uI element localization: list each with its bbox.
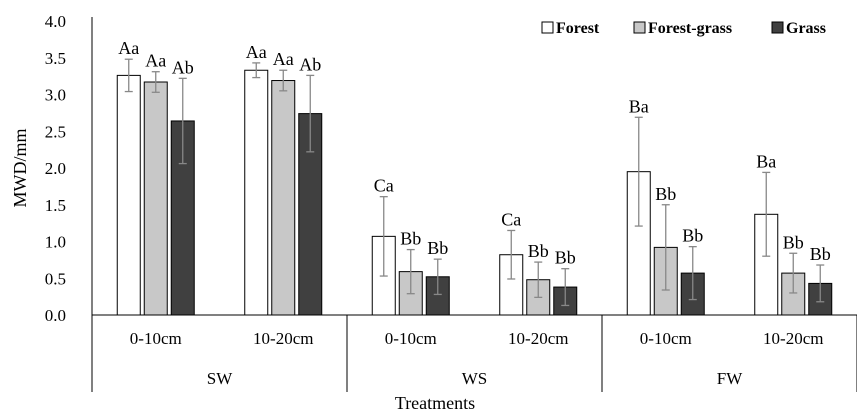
y-tick-label: 3.5 xyxy=(45,49,66,68)
data-label: Ba xyxy=(629,96,649,116)
data-label: Bb xyxy=(555,248,576,268)
y-tick-label: 0.0 xyxy=(45,306,66,325)
data-label: Bb xyxy=(655,184,676,204)
y-axis-ticks: 0.0 0.5 1.0 1.5 2.0 2.5 3.0 3.5 4.0 xyxy=(45,12,66,325)
legend-label: Forest xyxy=(556,20,600,37)
y-axis-title: MWD/mm xyxy=(10,129,30,208)
data-label: Bb xyxy=(528,241,549,261)
group-label: SW xyxy=(207,369,233,388)
y-tick-label: 4.0 xyxy=(45,12,66,31)
x-tick-label: 0-10cm xyxy=(640,329,692,348)
data-label: Bb xyxy=(810,244,831,264)
data-label: Ab xyxy=(299,54,321,74)
data-label: Aa xyxy=(145,51,166,71)
x-tick-label: 0-10cm xyxy=(385,329,437,348)
bar xyxy=(143,81,168,316)
legend-label: Forest-grass xyxy=(648,20,732,37)
y-tick-label: 1.5 xyxy=(45,196,66,215)
data-label: Ca xyxy=(374,176,394,196)
data-label: Ab xyxy=(172,57,194,77)
bars xyxy=(116,58,833,316)
bar xyxy=(116,74,141,316)
data-label: Bb xyxy=(783,232,804,252)
x-tick-label: 10-20cm xyxy=(763,329,823,348)
y-tick-label: 3.0 xyxy=(45,86,66,105)
legend: Forest Forest-grass Grass xyxy=(541,20,826,37)
data-label: Aa xyxy=(246,42,267,62)
x-tick-label: 10-20cm xyxy=(508,329,568,348)
bar xyxy=(244,69,269,316)
group-label: FW xyxy=(717,369,743,388)
x-axis-title: Treatments xyxy=(395,393,475,413)
y-tick-label: 2.0 xyxy=(45,159,66,178)
data-label: Aa xyxy=(273,49,294,69)
legend-swatch xyxy=(771,21,784,34)
legend-swatch xyxy=(633,21,646,34)
legend-swatch xyxy=(541,21,554,34)
x-tick-label: 10-20cm xyxy=(253,329,313,348)
group-label: WS xyxy=(462,369,488,388)
data-label: Bb xyxy=(682,226,703,246)
data-label: Bb xyxy=(400,229,421,249)
y-tick-label: 0.5 xyxy=(45,269,66,288)
data-label: Aa xyxy=(118,38,139,58)
data-label: Ca xyxy=(501,209,521,229)
axes: SW WS FW 0-10cm 10-20cm 0-10cm 10-20cm 0-10cm 10… xyxy=(91,17,857,392)
y-tick-label: 2.5 xyxy=(45,122,66,141)
bar xyxy=(271,80,296,316)
legend-label: Grass xyxy=(786,20,826,37)
y-tick-label: 1.0 xyxy=(45,233,66,252)
data-label: Bb xyxy=(427,238,448,258)
data-label: Ba xyxy=(756,151,776,171)
x-tick-label: 0-10cm xyxy=(130,329,182,348)
